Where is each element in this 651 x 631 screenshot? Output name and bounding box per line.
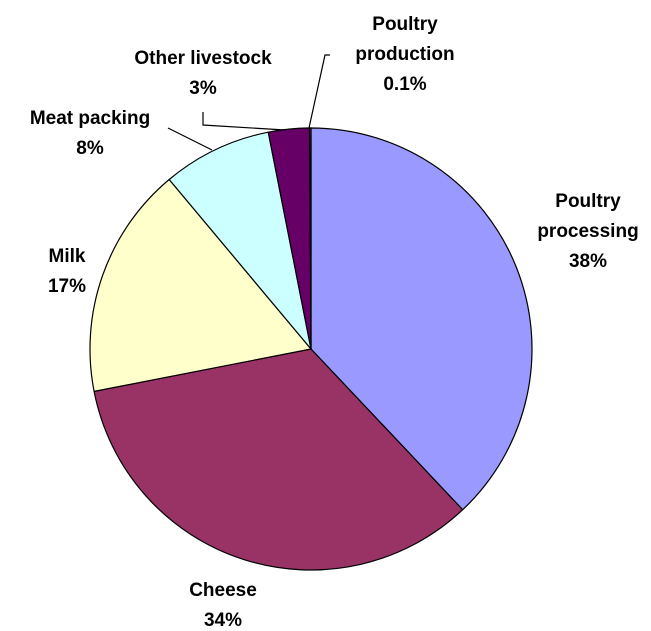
pie-slices <box>89 127 533 571</box>
label-name-poultry-processing: Poultry <box>555 191 621 212</box>
slice-poultry-processing <box>310 127 533 511</box>
slice-labels: Poultry processing 38% Cheese 34% Milk 17% Meat… <box>30 14 639 631</box>
label-name-other-livestock: Other livestock <box>134 48 272 69</box>
label-name-poultry-production: production <box>355 44 454 65</box>
leader-poultry-production <box>308 54 330 129</box>
label-other-livestock: Other livestock 3% <box>134 48 272 99</box>
slice-milk <box>89 178 313 393</box>
label-name-poultry-processing: processing <box>537 221 638 242</box>
label-name-meat-packing: Meat packing <box>30 108 150 129</box>
label-value-poultry-production: 0.1% <box>383 74 426 95</box>
label-value-cheese: 34% <box>204 610 242 631</box>
label-value-other-livestock: 3% <box>189 78 217 99</box>
label-name-milk: Milk <box>49 246 86 267</box>
label-meat-packing: Meat packing 8% <box>30 108 150 159</box>
label-value-poultry-processing: 38% <box>569 251 607 272</box>
leader-other-livestock <box>202 112 286 131</box>
label-cheese: Cheese 34% <box>189 580 257 631</box>
label-name-poultry-production: Poultry <box>372 14 438 35</box>
slice-meat-packing <box>168 131 312 350</box>
label-name-cheese: Cheese <box>189 580 257 601</box>
leader-meat-packing <box>167 127 213 151</box>
label-value-meat-packing: 8% <box>76 138 104 159</box>
label-milk: Milk 17% <box>48 246 86 297</box>
label-poultry-production: Poultry production 0.1% <box>355 14 454 95</box>
label-poultry-processing: Poultry processing 38% <box>537 191 638 272</box>
leader-lines <box>167 54 330 151</box>
label-value-milk: 17% <box>48 276 86 297</box>
slice-cheese <box>93 348 464 571</box>
